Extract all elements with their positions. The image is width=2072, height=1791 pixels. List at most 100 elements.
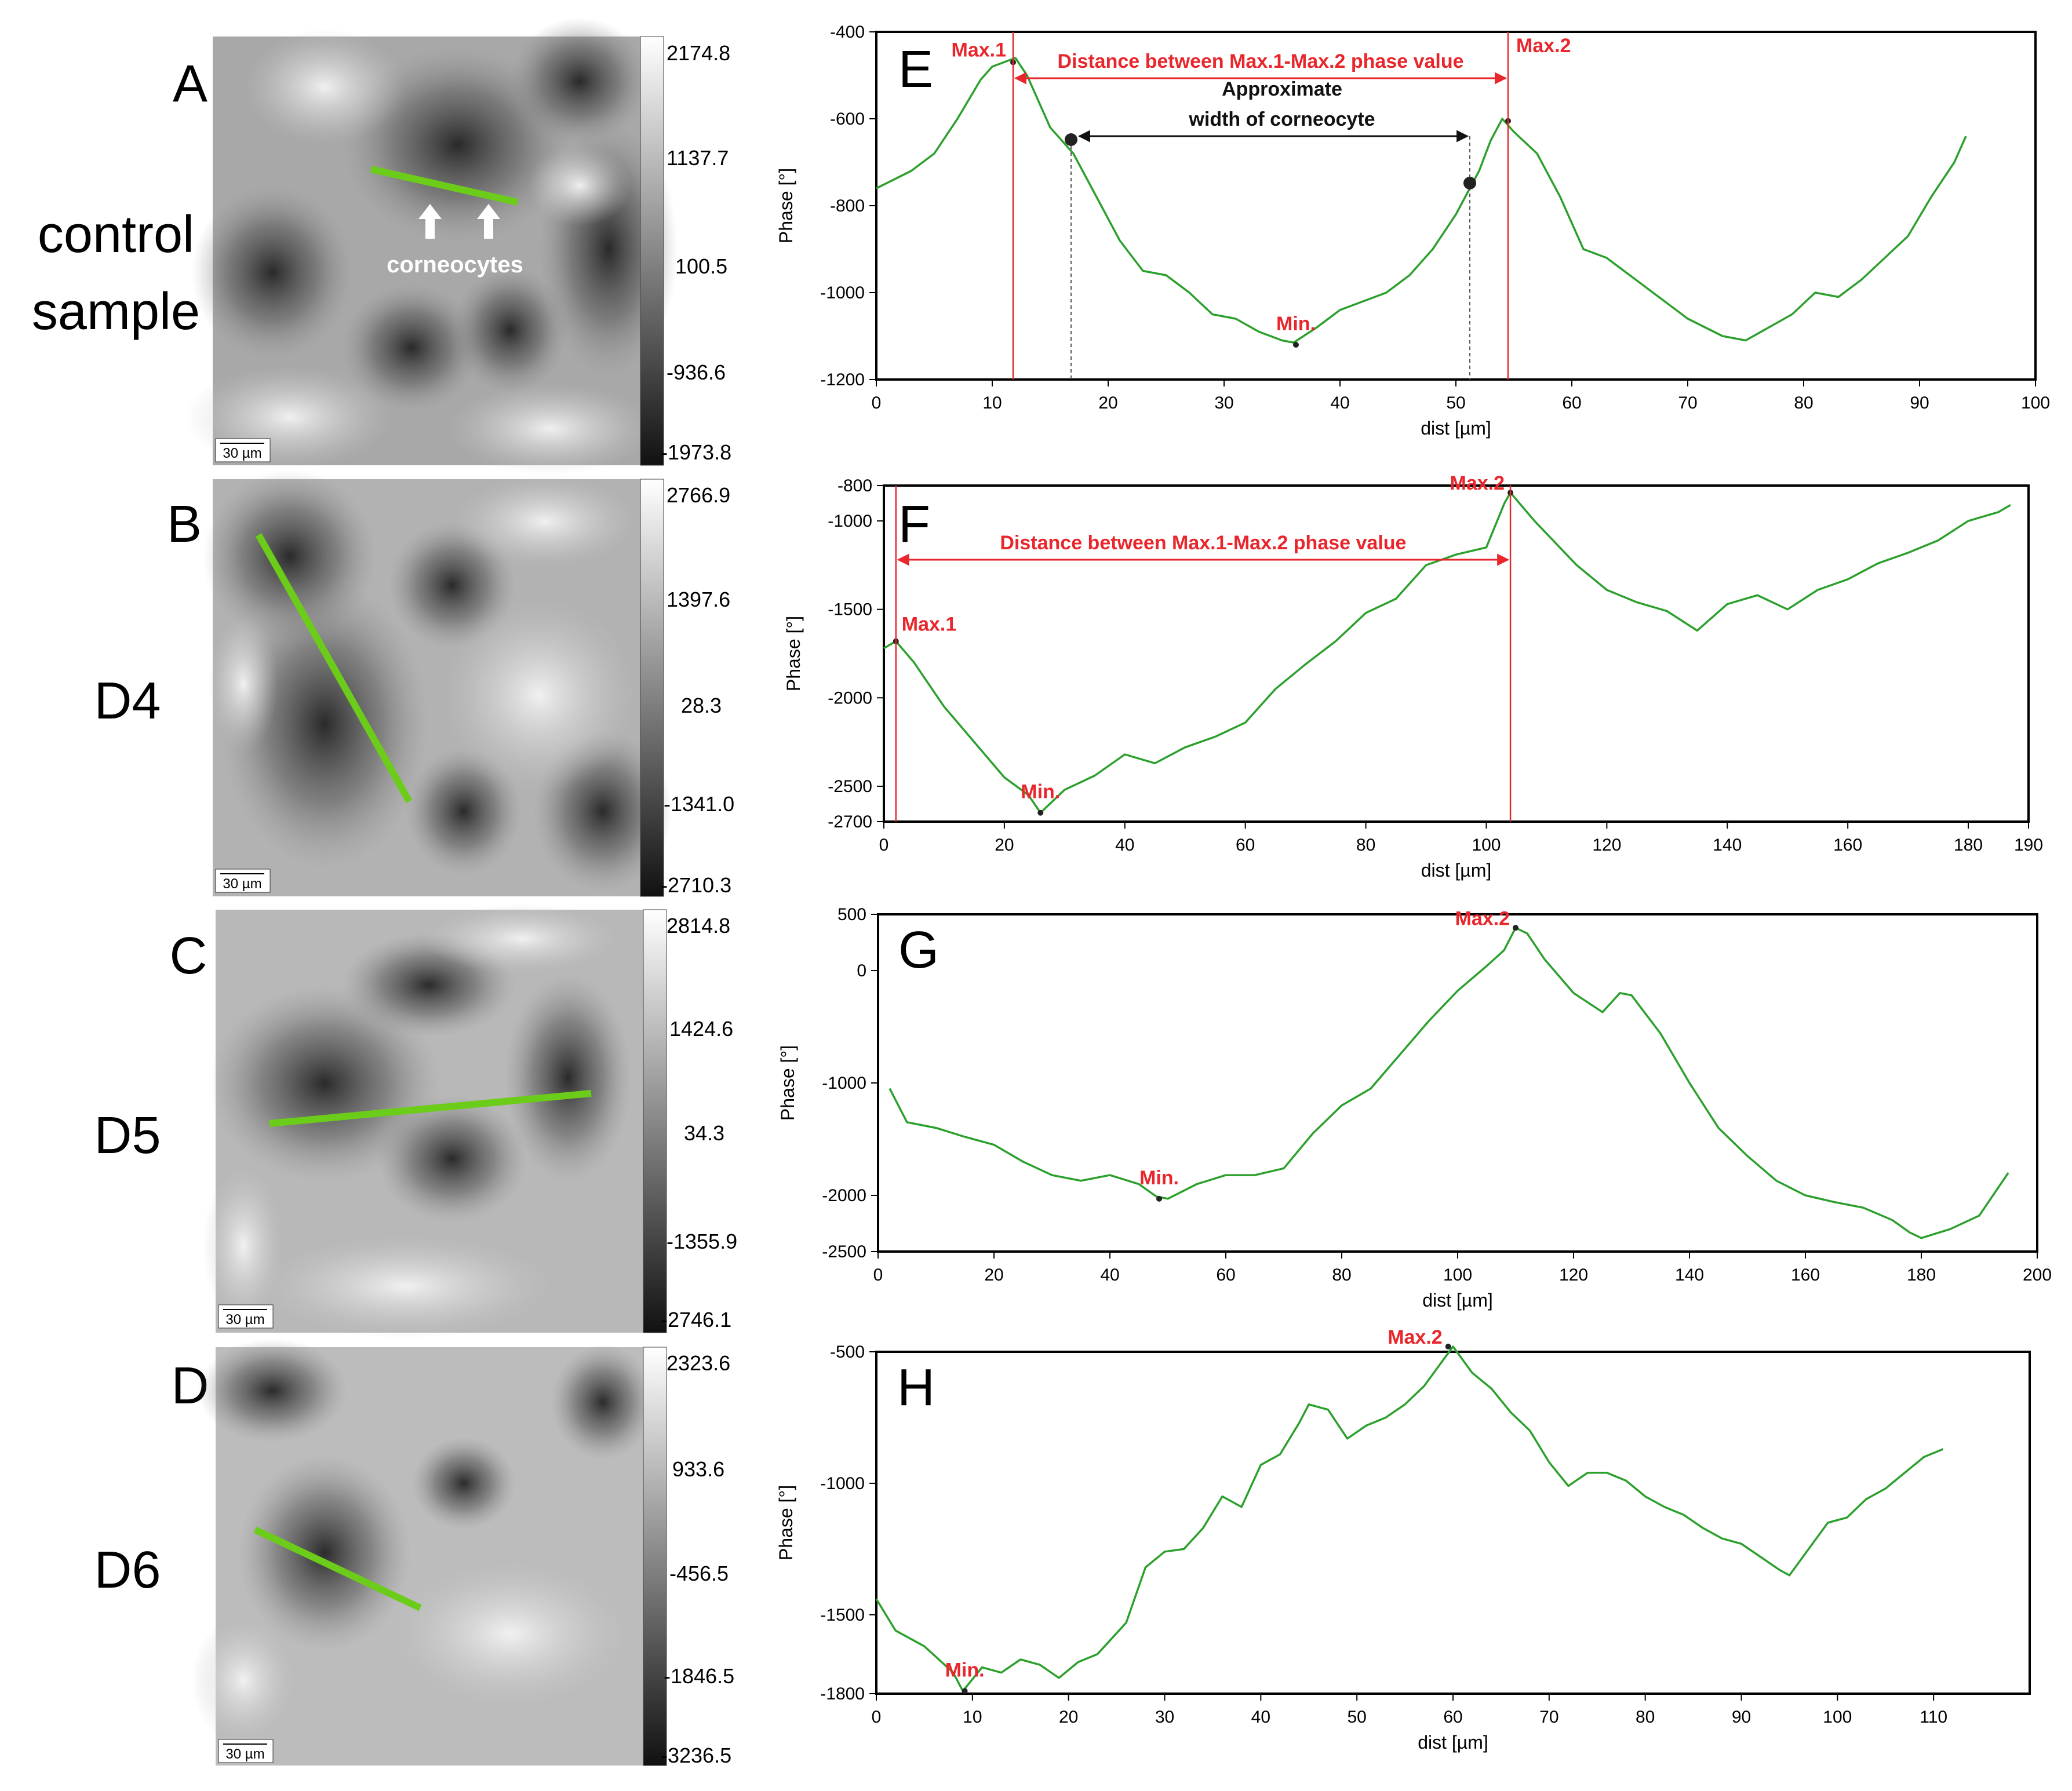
- colorbar-C-label-2: 34.3: [684, 1121, 724, 1145]
- extremum-point: [1037, 809, 1044, 816]
- x-tick-label: 70: [1678, 393, 1697, 413]
- y-tick-label: -400: [830, 23, 865, 42]
- x-tick-label: 30: [1155, 1708, 1174, 1727]
- annotation-min: Min.: [1021, 781, 1060, 803]
- y-tick-label: -1800: [820, 1684, 865, 1704]
- scale-bar-D: 30 µm: [218, 1739, 274, 1763]
- y-axis-label: Phase [°]: [777, 1045, 798, 1121]
- y-tick-label: -2500: [828, 777, 872, 796]
- scan-line-C: [269, 1090, 592, 1127]
- svg-text:30 µm: 30 µm: [225, 1312, 264, 1327]
- up-arrow-icon: [418, 204, 500, 239]
- series-line: [876, 57, 1967, 344]
- y-tick-label: -2700: [828, 812, 872, 831]
- image-panel-D: 30 µm: [191, 1338, 655, 1766]
- colorbar-C-label-3: -1355.9: [667, 1230, 737, 1253]
- extremum-point: [962, 1688, 968, 1694]
- width-point-right: [1463, 177, 1476, 189]
- chart-F: F 0 20 40 60 80 100 120 140 160 180 190 -800 -1000 -15…: [783, 472, 2043, 881]
- y-tick-label: -800: [837, 476, 872, 495]
- x-tick-label: 10: [982, 393, 1002, 413]
- row-label-control-line1: control: [38, 206, 194, 264]
- x-tick-label: 100: [1443, 1265, 1472, 1285]
- y-tick-label: -1200: [820, 370, 865, 389]
- y-tick-label: -600: [830, 110, 865, 129]
- x-tick-label: 60: [1216, 1265, 1235, 1285]
- row-label-control-line2: sample: [32, 283, 200, 341]
- row-label-D5: D5: [94, 1107, 161, 1165]
- x-tick-label: 200: [2023, 1265, 2052, 1285]
- colorbar-A-label-3: -936.6: [667, 360, 726, 384]
- x-tick-label: 0: [872, 1708, 882, 1727]
- x-tick-label: 60: [1443, 1708, 1462, 1727]
- x-tick-label: 60: [1562, 393, 1581, 413]
- colorbar-A-label-2: 100.5: [675, 254, 727, 278]
- width-label-line2: width of corneocyte: [1188, 108, 1375, 130]
- annotation-max2: Max.2: [1388, 1326, 1443, 1348]
- x-tick-label: 120: [1559, 1265, 1588, 1285]
- x-tick-label: 50: [1446, 393, 1465, 413]
- x-tick-label: 50: [1347, 1708, 1366, 1727]
- colorbar-B-label-0: 2766.9: [667, 483, 730, 507]
- chart-E: E 0 10 20 30 40 50 60 70 80 90 100 -400 -600 -800 -1000…: [775, 23, 2050, 439]
- extremum-point: [1445, 1343, 1451, 1349]
- colorbar-C-label-0: 2814.8: [667, 914, 730, 938]
- distance-label: Distance between Max.1-Max.2 phase value: [1057, 50, 1463, 72]
- svg-text:30 µm: 30 µm: [223, 446, 261, 461]
- colorbar-A-label-0: 2174.8: [667, 41, 730, 65]
- line-charts: E0 10 20 30 40 50 60 70 80 90 100-400-600-800-1000…: [775, 23, 2052, 1753]
- y-tick-label: -2000: [828, 688, 872, 707]
- y-tick-label: -1000: [820, 1474, 865, 1493]
- scale-bar-A: 30 µm: [215, 438, 271, 462]
- y-tick-label: -1000: [828, 512, 872, 531]
- extremum-point: [1156, 1195, 1162, 1202]
- x-axis-label: dist [µm]: [1421, 418, 1491, 439]
- colorbar-D-label-0: 2323.6: [667, 1351, 730, 1375]
- x-tick-label: 100: [1823, 1708, 1852, 1727]
- colorbar-B: 2766.9 1397.6 28.3 -1341.0 -2710.3: [640, 479, 734, 897]
- annotation-max2: Max.2: [1516, 35, 1571, 57]
- y-tick-label: -1000: [820, 283, 865, 302]
- x-tick-label: 0: [879, 836, 889, 855]
- width-label-line1: Approximate: [1222, 78, 1342, 100]
- annotation-max1: Max.1: [902, 614, 957, 636]
- svg-text:30 µm: 30 µm: [225, 1746, 264, 1762]
- x-tick-label: 20: [1059, 1708, 1078, 1727]
- colorbar-A: 2174.8 1137.7 100.5 -936.6 -1973.8: [640, 36, 731, 466]
- x-tick-label: 40: [1115, 836, 1134, 855]
- y-tick-label: 500: [837, 905, 866, 924]
- x-tick-label: 140: [1713, 836, 1742, 855]
- x-tick-label: 80: [1356, 836, 1375, 855]
- scan-line-A: [370, 166, 519, 206]
- y-tick-label: -2000: [822, 1186, 866, 1205]
- x-tick-label: 10: [963, 1708, 982, 1727]
- y-axis-label: Phase [°]: [775, 1485, 796, 1560]
- chart-H: H 0 10 20 30 40 50 60 70 80 90 100 110 -500 -1000 -1500…: [775, 1326, 2031, 1753]
- colorbar-D-label-3: -1846.5: [664, 1664, 734, 1688]
- x-tick-label: 90: [1732, 1708, 1751, 1727]
- scale-bar-B: 30 µm: [215, 869, 271, 893]
- colorbar-C-label-4: -2746.1: [661, 1308, 731, 1332]
- x-tick-label: 80: [1794, 393, 1813, 413]
- x-tick-label: 20: [995, 836, 1014, 855]
- panel-letter-F: F: [898, 495, 930, 553]
- row-labels: A control sample B D4 C D5 D D6: [32, 55, 209, 1599]
- y-axis-label: Phase [°]: [783, 616, 804, 691]
- x-tick-label: 80: [1332, 1265, 1351, 1285]
- x-tick-label: 0: [872, 393, 882, 413]
- annotation-min: Min.: [1139, 1167, 1179, 1189]
- panel-letter-H: H: [897, 1359, 935, 1417]
- y-tick-label: -1500: [828, 600, 872, 619]
- x-tick-label: 180: [1954, 836, 1983, 855]
- svg-text:30 µm: 30 µm: [223, 876, 261, 892]
- annotation-min: Min.: [1276, 313, 1316, 335]
- y-tick-label: -500: [830, 1343, 865, 1362]
- x-tick-label: 40: [1100, 1265, 1119, 1285]
- annotation-max2: Max.2: [1455, 907, 1510, 929]
- x-tick-label: 100: [2021, 393, 2050, 413]
- plot-frame: [883, 484, 2030, 823]
- y-tick-label: -1500: [820, 1606, 865, 1625]
- series-line: [875, 1345, 1944, 1692]
- colorbar-C: 2814.8 1424.6 34.3 -1355.9 -2746.1: [643, 909, 737, 1333]
- image-panel-C: 30 µm: [203, 904, 643, 1338]
